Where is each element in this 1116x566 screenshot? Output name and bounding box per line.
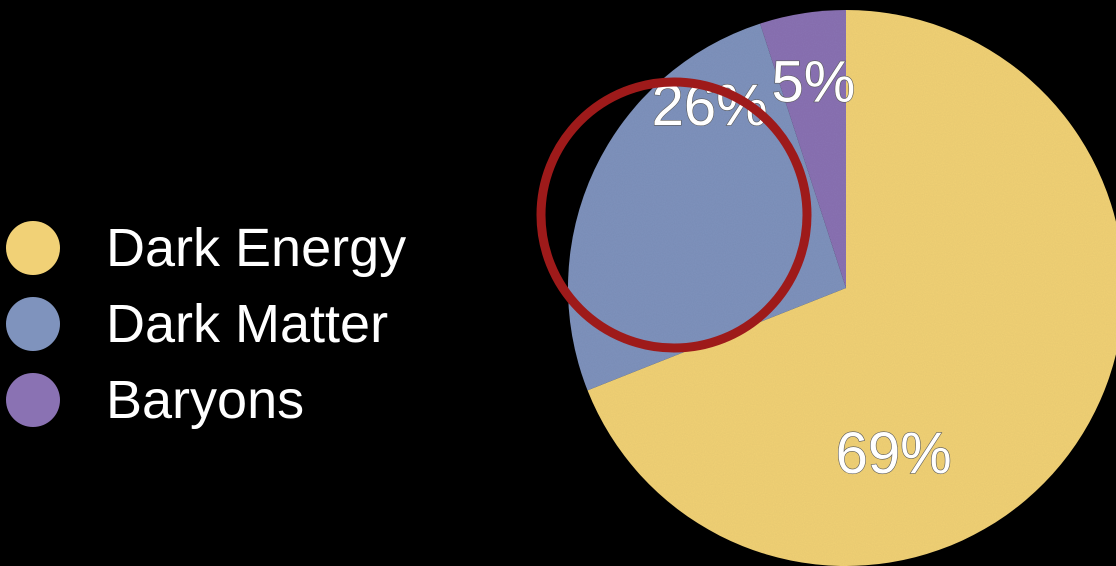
- legend-swatch-dark-energy: [6, 221, 60, 275]
- pie-label-baryons: 5%: [771, 50, 855, 115]
- highlight-circle-annotation: [536, 77, 812, 353]
- pie-label-dark-energy: 69%: [836, 421, 952, 486]
- legend-label-dark-matter: Dark Matter: [106, 294, 389, 354]
- legend-label-dark-energy: Dark Energy: [106, 218, 407, 278]
- legend-item-baryons: Baryons: [0, 362, 520, 438]
- pie-slice-baryons: [760, 10, 846, 288]
- legend-label-baryons: Baryons: [106, 370, 305, 430]
- chart-legend: Dark Energy Dark Matter Baryons: [0, 210, 520, 438]
- legend-item-dark-matter: Dark Matter: [0, 286, 520, 362]
- legend-swatch-dark-matter: [6, 297, 60, 351]
- pie-slice-dark-energy: [587, 10, 1116, 566]
- legend-swatch-baryons: [6, 373, 60, 427]
- legend-item-dark-energy: Dark Energy: [0, 210, 520, 286]
- pie-labels: 69%26% 5%: [651, 49, 952, 487]
- pie-slices: [567, 10, 1116, 566]
